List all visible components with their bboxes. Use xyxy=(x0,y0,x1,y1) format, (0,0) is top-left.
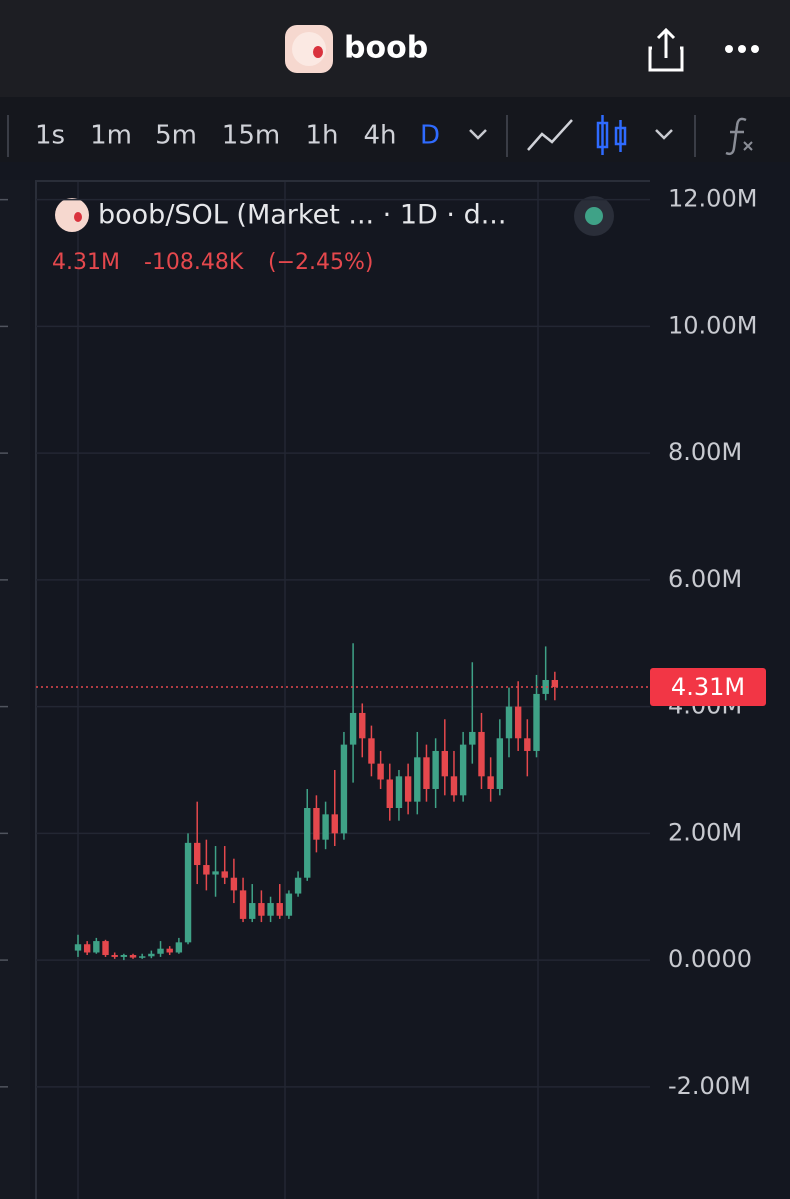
y-tick-label: 2.00M xyxy=(668,818,742,846)
legend-name: boob/SOL (Market ... · 1D · d... xyxy=(98,200,506,231)
candle-body xyxy=(203,865,210,875)
candle-body xyxy=(166,948,173,953)
candle-body xyxy=(138,956,146,958)
more-button[interactable] xyxy=(725,45,759,53)
candle-body xyxy=(514,706,522,739)
header-bar xyxy=(0,0,790,97)
y-tick-label: -2.00M xyxy=(668,1072,751,1100)
candle-body xyxy=(184,842,192,943)
candle-body xyxy=(524,738,531,751)
y-tick-label: 6.00M xyxy=(668,565,742,593)
interval-dropdown[interactable] xyxy=(469,129,487,140)
candle-body xyxy=(322,814,329,840)
candle-body xyxy=(313,808,320,840)
y-tick-label: 8.00M xyxy=(668,438,742,466)
candle-body xyxy=(469,731,476,745)
interval-button[interactable]: 1m xyxy=(90,121,132,151)
legend-change: -108.48K xyxy=(144,250,244,275)
candle-body xyxy=(285,893,293,916)
legend-price: 4.31M xyxy=(52,250,120,275)
interval-button[interactable]: 5m xyxy=(155,121,197,151)
legend-change-pct: (−2.45%) xyxy=(268,250,374,275)
candle-body xyxy=(450,776,458,796)
candle-body xyxy=(496,738,504,789)
indicators-button[interactable] xyxy=(725,117,753,156)
candle-body xyxy=(258,903,265,916)
candle-chart-button[interactable] xyxy=(596,115,627,155)
candle-body xyxy=(359,712,366,739)
line-chart-button[interactable] xyxy=(527,119,573,151)
candle-body xyxy=(230,877,238,891)
candle-body xyxy=(404,776,412,802)
candle-body xyxy=(102,941,109,956)
candle-body xyxy=(83,944,91,953)
candle-body xyxy=(423,757,430,789)
candle-body xyxy=(478,731,485,777)
y-tick-label: 0.0000 xyxy=(668,945,752,973)
y-tick-label: 10.00M xyxy=(668,311,757,339)
y-tick-label: 12.00M xyxy=(668,185,757,213)
candle-body xyxy=(533,693,540,751)
price-label-box xyxy=(650,667,766,706)
candle-body xyxy=(212,871,219,875)
candle-body xyxy=(459,744,467,796)
candle-body xyxy=(93,941,100,953)
candle-body xyxy=(432,750,439,789)
candle-body xyxy=(331,814,338,834)
status-dot xyxy=(585,207,603,225)
price-label: 4.31M xyxy=(671,673,745,701)
interval-button[interactable]: 1s xyxy=(35,121,65,151)
candle-body xyxy=(414,757,421,802)
interval-button[interactable]: D xyxy=(420,121,440,151)
interval-button[interactable]: 4h xyxy=(363,121,396,151)
candle-body xyxy=(74,944,82,951)
candle-body xyxy=(276,903,283,916)
candle-body xyxy=(441,750,448,777)
candle-body xyxy=(175,942,183,953)
candle-body xyxy=(129,955,137,958)
interval-button[interactable]: 15m xyxy=(222,121,280,151)
candle-body xyxy=(294,877,302,894)
toolbar xyxy=(0,97,790,162)
candle-body xyxy=(267,903,274,916)
candle-body xyxy=(377,763,384,780)
candle-body xyxy=(349,712,357,745)
candle-body xyxy=(487,776,494,789)
time-grid xyxy=(77,182,539,1199)
candle-body xyxy=(111,955,118,957)
candle-body xyxy=(542,679,549,694)
share-button[interactable] xyxy=(648,27,684,72)
candle-body xyxy=(304,808,311,878)
header-title: boob xyxy=(344,31,428,66)
left-pane xyxy=(0,180,30,1199)
candle-body xyxy=(194,842,201,866)
candle-body xyxy=(368,738,375,764)
candle-body xyxy=(157,948,164,954)
interval-button[interactable]: 1h xyxy=(305,121,338,151)
candle-body xyxy=(340,744,348,834)
candle-body xyxy=(239,890,247,919)
candle-body xyxy=(386,779,393,809)
candle-body xyxy=(249,903,256,919)
candle-body xyxy=(395,776,403,809)
candle-body xyxy=(148,953,155,957)
candle-body xyxy=(221,871,228,878)
candle-body xyxy=(551,679,559,687)
candle-body xyxy=(120,955,128,957)
token-icon xyxy=(285,25,333,73)
candle-body xyxy=(505,706,513,739)
legend-icon xyxy=(55,198,89,232)
chart-type-dropdown[interactable] xyxy=(655,129,673,140)
